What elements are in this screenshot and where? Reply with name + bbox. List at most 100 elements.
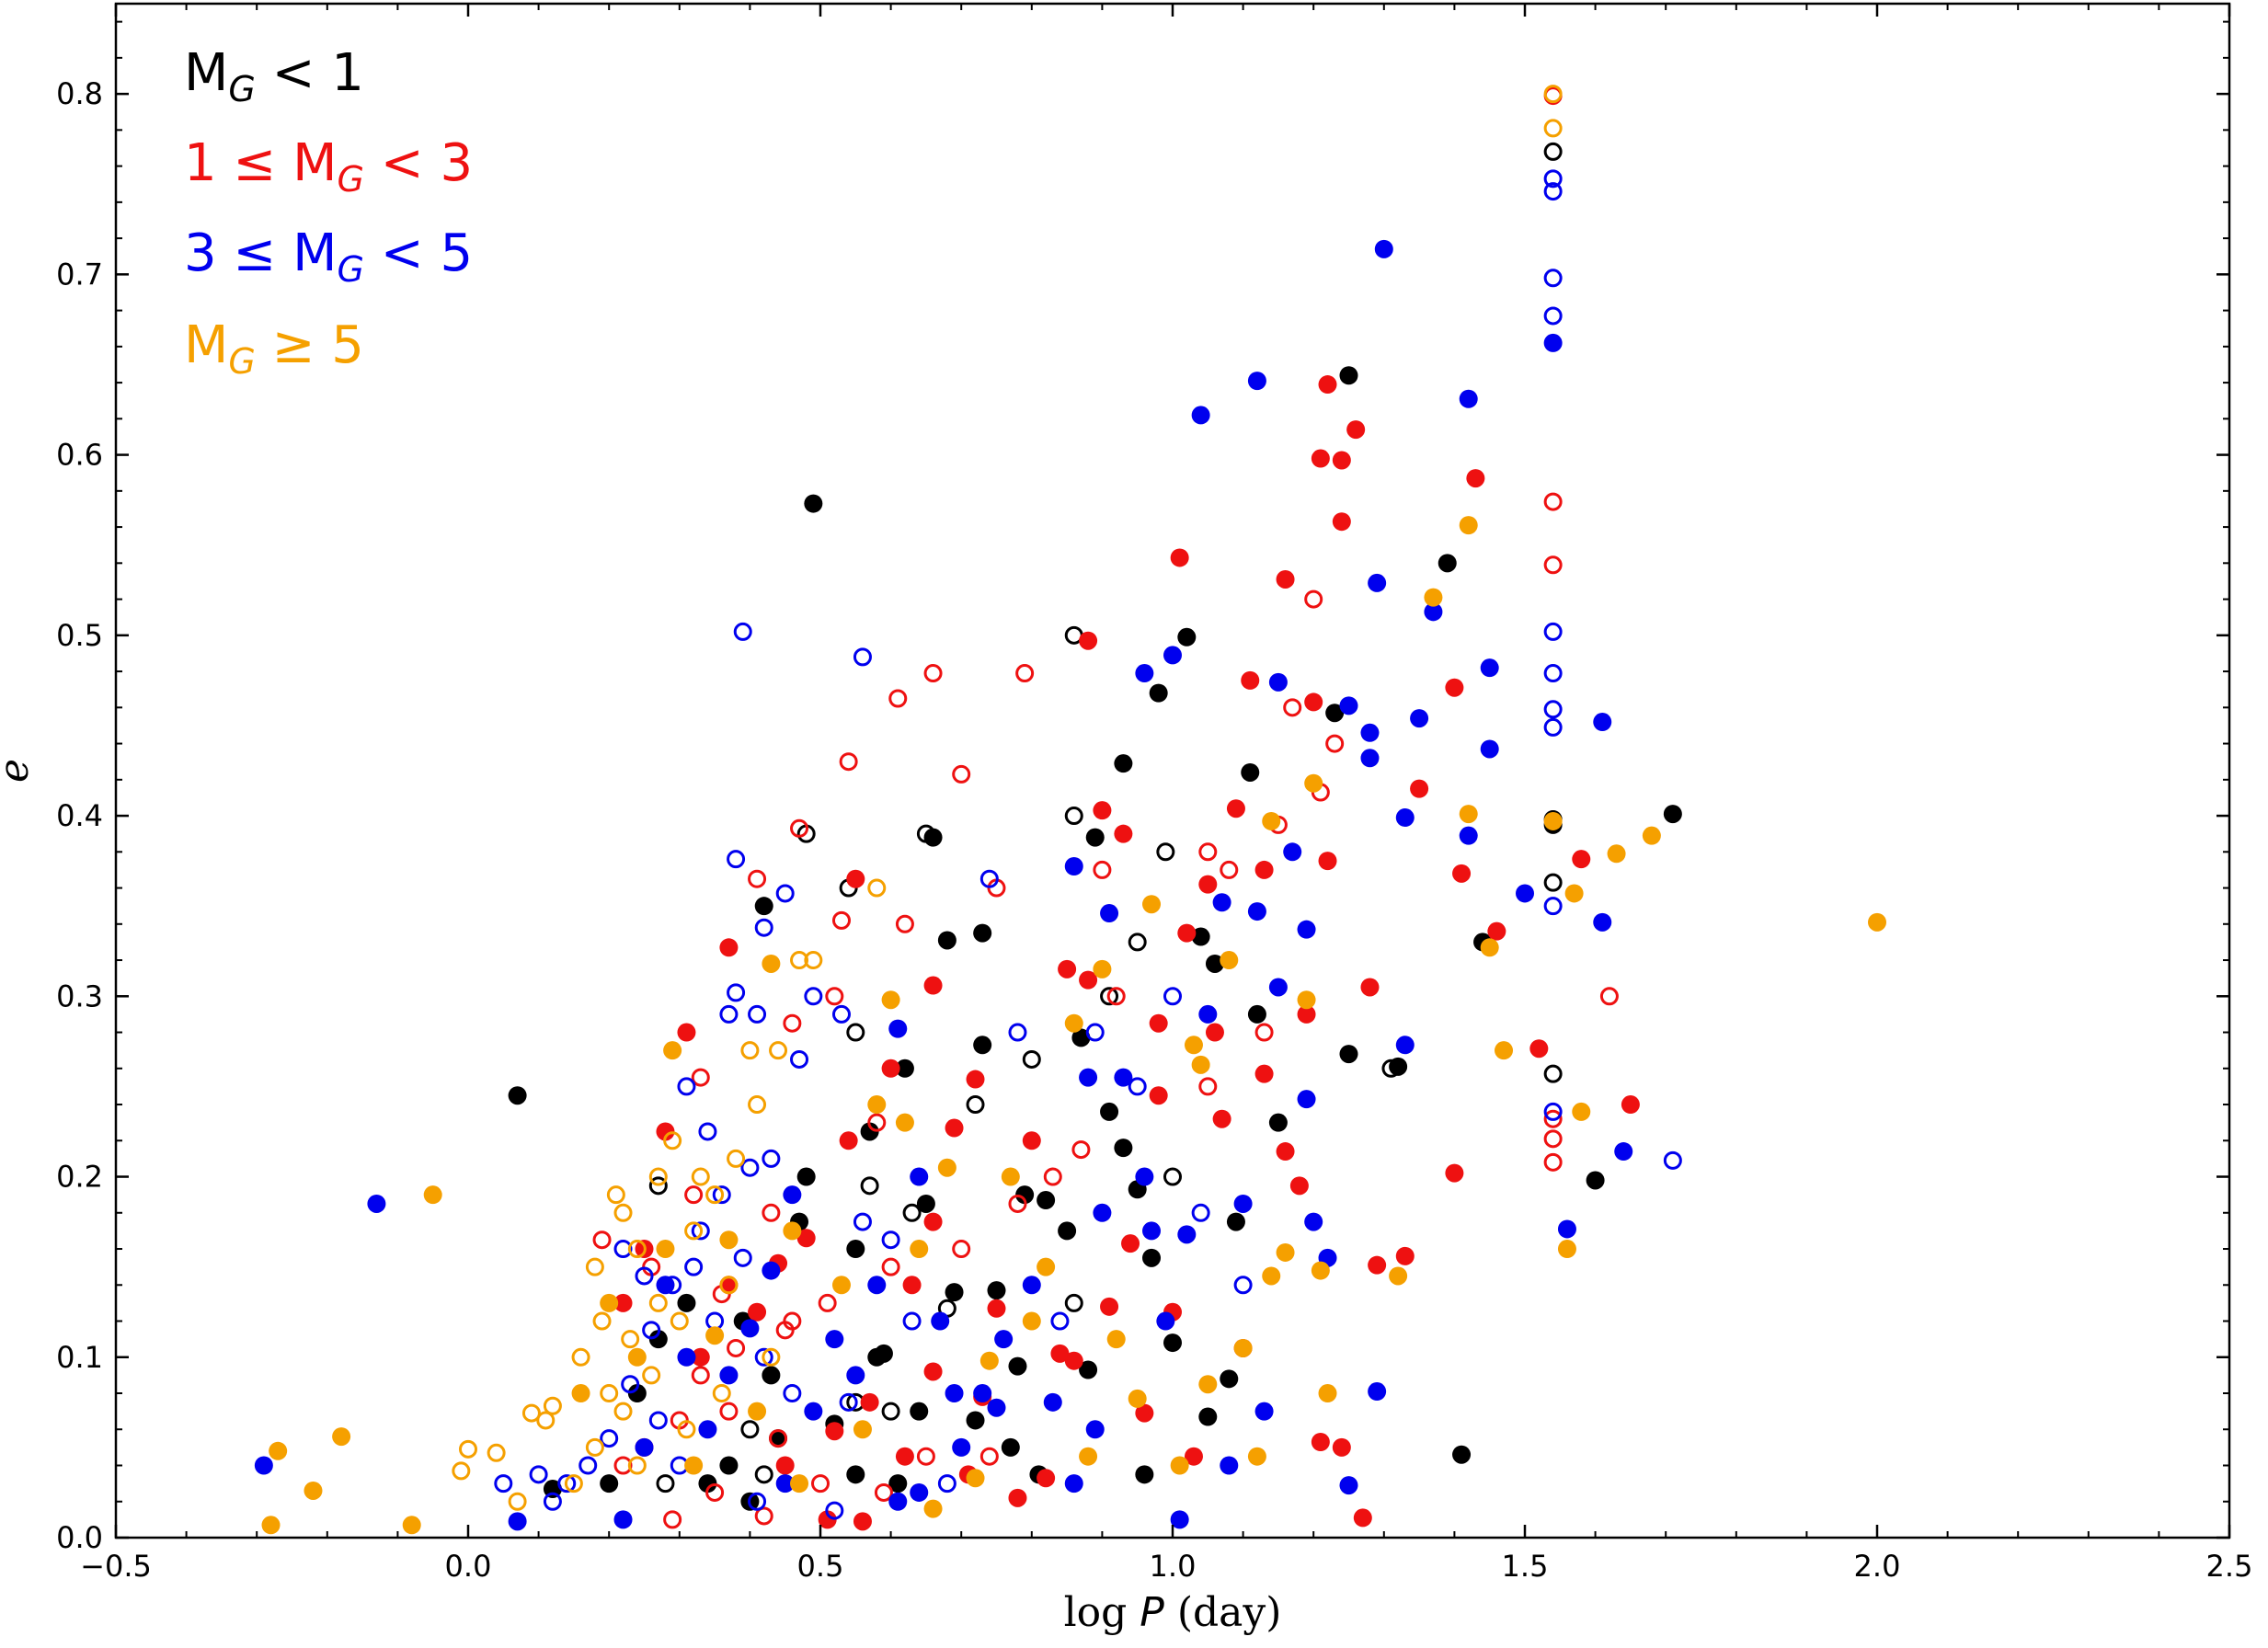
data-point-filled [825,1330,844,1349]
data-point-filled [543,1480,562,1499]
data-point-filled [1304,773,1323,793]
data-point-filled [895,1113,914,1132]
data-point-filled [966,1469,985,1488]
data-point-filled [1135,1167,1154,1186]
data-point-filled [1868,912,1886,932]
data-point-filled [1191,927,1210,946]
data-point-filled [888,1019,908,1038]
data-point-filled [910,1167,929,1186]
data-point-open [979,1447,999,1466]
data-point-filled [269,1441,288,1460]
data-point-filled [804,494,823,513]
data-point-filled [1593,713,1612,732]
data-point-open [775,884,795,903]
data-point-filled [796,1167,816,1186]
data-point-filled [1311,449,1330,468]
data-point-filled [1163,1333,1182,1353]
x-axis-title: log P (day) [1064,1589,1282,1636]
data-point-open [839,1392,858,1412]
data-point-filled [698,1474,717,1494]
x-tick-label: 2.0 [1854,1549,1901,1584]
data-point-filled [945,1283,964,1302]
data-point-filled [1557,1240,1576,1259]
legend-subscript: G [337,249,363,290]
data-point-filled [1424,602,1443,622]
data-point-filled [1071,1028,1091,1047]
data-point-filled [1163,646,1182,665]
x-tick-label: 0.5 [797,1549,844,1584]
data-point-filled [1268,672,1288,692]
data-point-open [1198,1077,1218,1096]
data-point-open [1543,897,1563,916]
data-point-filled [1170,1510,1189,1529]
data-point-filled [846,869,865,888]
data-point-open [1071,1140,1091,1160]
data-point-filled [1100,1102,1119,1121]
data-point-filled [1268,1113,1288,1132]
x-axis-title-part: log [1064,1589,1140,1636]
data-point-filled [1325,704,1345,723]
data-point-filled [1114,824,1133,843]
data-point-filled [1368,573,1387,592]
data-point-open [1191,1203,1210,1222]
data-point-open [691,1167,710,1186]
data-point-open [648,1167,668,1186]
data-point-filled [1050,1344,1070,1363]
data-point-open [895,914,914,933]
data-point-filled [1516,884,1534,903]
data-point-filled [1198,1407,1218,1426]
x-tick-label: 1.0 [1150,1549,1197,1584]
data-point-filled [1114,1068,1133,1087]
data-point-filled [1015,1185,1035,1205]
data-point-open [748,1492,767,1511]
data-point-filled [1079,631,1098,650]
data-point-filled [1205,954,1224,973]
data-point-filled [818,1510,837,1529]
data-point-filled [677,1023,696,1042]
y-tick-label: 0.2 [56,1160,103,1195]
data-point-open [1381,1059,1401,1078]
data-point-open [811,1474,830,1494]
data-point-filled [1480,938,1499,957]
data-point-filled [1389,1266,1408,1286]
data-point-open [691,1068,710,1087]
data-point-open [754,918,773,937]
data-point-filled [719,938,739,957]
data-point-filled [1332,512,1351,532]
data-point-filled [1177,1225,1197,1244]
axis-ticks: −0.5 0.0 0.5 1.0 1.5 2.0 2.50.00.10.20.30.40.5… [56,4,2252,1584]
y-tick-label: 0.7 [56,257,103,292]
legend-entry-0: MG < 1 [184,43,364,109]
data-point-open [733,622,752,641]
data-point-filled [853,1420,872,1439]
data-point-open [1663,1150,1682,1170]
data-point-open [719,1402,739,1421]
data-point-filled [1262,811,1281,830]
data-point-filled [1353,1508,1372,1528]
data-point-open [881,1402,900,1421]
data-point-filled [867,1276,887,1295]
data-point-filled [902,1276,922,1295]
data-point-filled [1543,333,1563,352]
data-point-open [1008,1194,1027,1213]
data-point-open [846,1023,865,1042]
data-point-filled [1459,826,1478,845]
data-point-filled [1247,372,1266,391]
data-point-filled [762,1366,781,1385]
data-point-open [727,850,746,869]
data-point-open [677,1077,696,1096]
data-point-filled [796,1229,816,1248]
legend-entry-2: 3 ≤ MG < 5 [184,223,473,290]
data-point-open [1254,1023,1274,1042]
data-point-open [1015,664,1035,683]
y-tick-label: 0.0 [56,1520,103,1555]
data-point-open [543,1492,562,1511]
data-point-filled [1607,844,1626,864]
data-point-open [1106,987,1126,1006]
data-point-open [1008,1023,1027,1042]
data-point-open [762,1203,781,1222]
data-point-filled [1226,1212,1245,1231]
data-point-filled [846,1240,865,1259]
data-point-open [642,1366,661,1385]
y-tick-label: 0.5 [56,618,103,653]
